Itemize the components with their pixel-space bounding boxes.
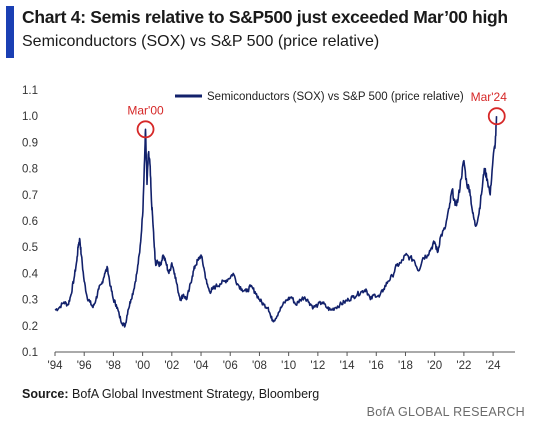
y-tick-label: 1.1	[22, 85, 38, 97]
x-tick-label: '24	[486, 360, 502, 372]
x-tick-label: '14	[340, 360, 356, 372]
x-tick-label: '06	[223, 360, 238, 372]
y-tick-label: 0.1	[22, 347, 38, 359]
branding-label: BofA GLOBAL RESEARCH	[366, 405, 525, 419]
y-tick-label: 0.7	[22, 190, 38, 202]
title-accent-bar	[6, 6, 14, 58]
x-tick-label: '20	[427, 360, 442, 372]
source-label: Source:	[22, 387, 69, 401]
x-tick-label: '96	[77, 360, 92, 372]
y-tick-label: 0.8	[22, 164, 38, 176]
annotation-label: Mar'24	[471, 90, 508, 104]
annotation-circle	[487, 107, 506, 126]
y-tick-label: 0.5	[22, 242, 38, 254]
x-tick-label: '08	[252, 360, 267, 372]
x-tick-label: '00	[135, 360, 150, 372]
x-tick-label: '16	[369, 360, 384, 372]
source-note: Source: BofA Global Investment Strategy,…	[22, 387, 319, 401]
y-tick-label: 0.9	[22, 137, 38, 149]
x-tick-label: '22	[456, 360, 471, 372]
annotation-label: Mar'00	[127, 103, 164, 117]
line-chart: 0.1 0.2 0.3 0.4 0.5 0.6 0.7 0.8 0.9 1.0 1.1 '94 '96 '…	[22, 85, 515, 372]
x-tick-label: '12	[310, 360, 325, 372]
chart-subtitle: Semiconductors (SOX) vs S&P 500 (price r…	[22, 33, 380, 50]
y-tick-label: 0.2	[22, 321, 38, 333]
x-tick-label: '10	[281, 360, 296, 372]
y-tick-label: 1.0	[22, 111, 38, 123]
x-tick-label: '02	[164, 360, 179, 372]
y-tick-label: 0.6	[22, 216, 38, 228]
x-tick-label: '18	[398, 360, 413, 372]
chart-title: Chart 4: Semis relative to S&P500 just e…	[22, 7, 508, 27]
y-tick-label: 0.4	[22, 268, 39, 280]
source-text: BofA Global Investment Strategy, Bloombe…	[72, 387, 320, 401]
annotation-circle	[136, 120, 155, 139]
legend-label: Semiconductors (SOX) vs S&P 500 (price r…	[207, 91, 464, 103]
y-tick-label: 0.3	[22, 295, 38, 307]
series-line	[54, 115, 498, 328]
x-tick-label: '94	[48, 360, 64, 372]
x-tick-label: '04	[194, 360, 210, 372]
x-tick-label: '98	[106, 360, 121, 372]
